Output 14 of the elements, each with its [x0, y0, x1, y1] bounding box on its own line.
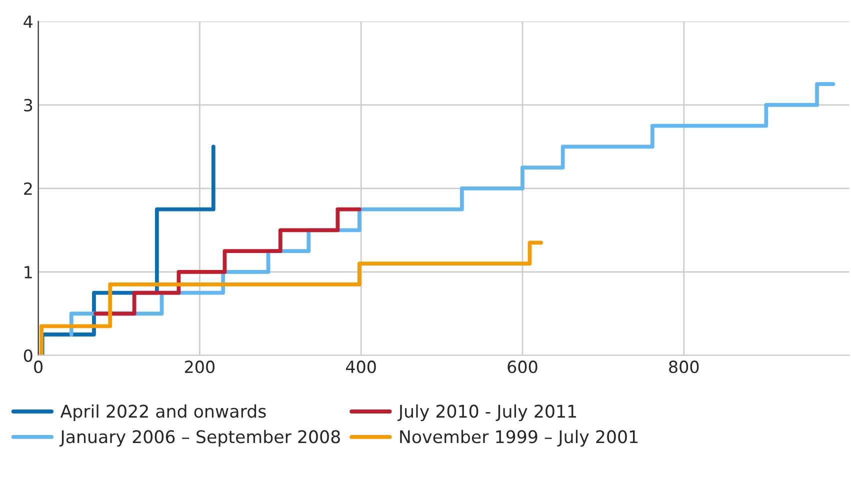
y-tick-label: 0 [24, 349, 32, 362]
x-tick-label: 200 [185, 360, 214, 374]
legend-label: November 1999 – July 2001 [400, 430, 638, 447]
x-tick-label: 0 [34, 360, 42, 374]
y-tick-label: 4 [24, 16, 32, 28]
x-tick-label: 800 [669, 360, 699, 374]
x-tick-label: 600 [508, 360, 538, 374]
y-tick-label: 1 [24, 266, 32, 278]
y-tick-label: 2 [24, 182, 32, 195]
legend-label: January 2006 – September 2008 [59, 430, 340, 447]
y-tick-label: 3 [24, 98, 32, 112]
x-tick-label: 400 [346, 360, 376, 374]
legend-label: April 2022 and onwards [60, 404, 266, 422]
legend-label: July 2010 - July 2011 [398, 404, 576, 422]
